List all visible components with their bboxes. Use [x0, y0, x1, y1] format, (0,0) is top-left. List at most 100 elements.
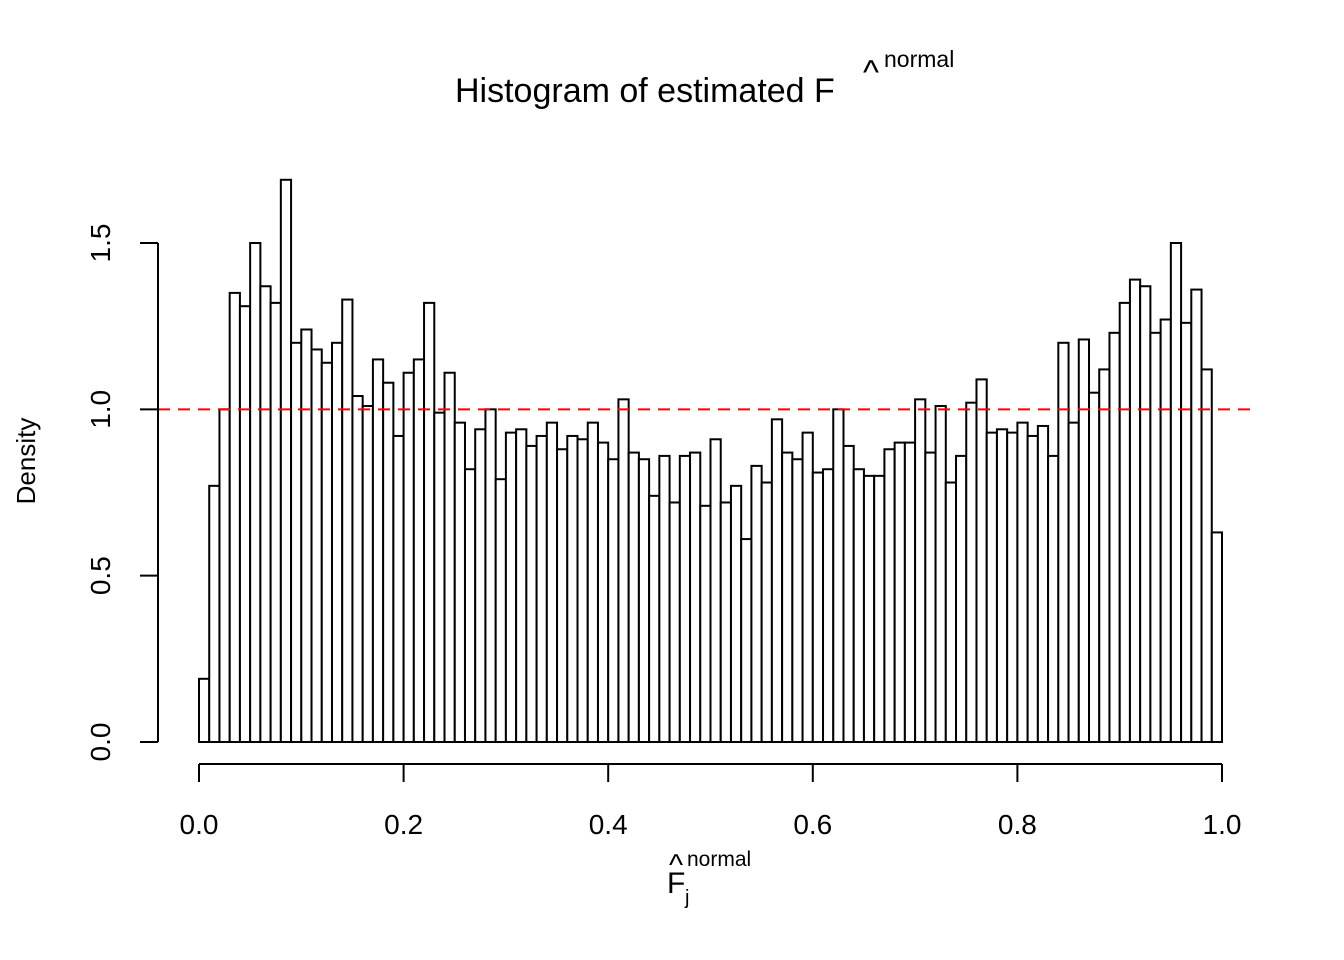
histogram-bar — [801, 431, 814, 743]
y-tick-label: 1.5 — [85, 224, 116, 263]
histogram-bar — [658, 454, 671, 743]
histogram-bar — [566, 434, 579, 743]
histogram-bar — [1098, 368, 1111, 743]
histogram-bar — [914, 398, 927, 743]
histogram-bar — [412, 358, 426, 743]
x-axis-label-hat: ^ — [669, 849, 683, 882]
histogram-bar — [198, 677, 211, 743]
x-tick-label: 0.8 — [998, 809, 1037, 840]
histogram-bar — [1190, 288, 1203, 743]
histogram-bar — [208, 484, 221, 743]
histogram-bar — [1149, 331, 1162, 743]
histogram-bar — [279, 178, 293, 743]
y-axis: 0.0 0.5 1.0 1.5 — [85, 224, 159, 762]
histogram-bar — [729, 484, 743, 743]
histogram-bar — [556, 448, 569, 743]
histogram-bar — [893, 441, 906, 743]
histogram-bar — [504, 431, 518, 743]
x-axis-label-subscript: j — [684, 887, 689, 909]
histogram-bar — [463, 468, 477, 743]
histogram-bar — [1057, 341, 1070, 743]
histogram-bar — [238, 305, 252, 743]
histogram-bar — [965, 401, 978, 743]
histogram-bar — [1128, 278, 1142, 743]
histogram-bar — [781, 451, 794, 743]
histogram-bar — [433, 411, 446, 743]
histogram-bar — [474, 428, 487, 743]
histogram-bar — [791, 458, 804, 743]
histogram-bar — [1118, 301, 1131, 743]
y-tick-label: 1.0 — [85, 390, 116, 429]
histogram-bar — [811, 471, 825, 743]
histogram-bar — [637, 458, 651, 743]
x-tick-label: 0.0 — [180, 809, 219, 840]
histogram-bar — [259, 285, 272, 743]
histogram-bar — [934, 405, 947, 743]
chart-title: Histogram of estimated F ^ normal — [455, 46, 954, 110]
histogram-bar — [607, 458, 620, 743]
histogram-bar — [1006, 431, 1019, 743]
histogram-bar — [596, 441, 610, 743]
histogram-bar — [382, 381, 395, 743]
chart-title-main: Histogram of estimated F — [455, 72, 835, 110]
x-tick-label: 0.2 — [384, 809, 423, 840]
histogram-bar — [822, 468, 835, 743]
histogram-bar — [515, 428, 528, 743]
histogram-bar — [709, 438, 722, 743]
histogram-bar — [586, 421, 599, 743]
histogram-bar — [883, 448, 896, 743]
histogram-bar — [1159, 318, 1172, 743]
histogram-bar — [1108, 331, 1121, 743]
histogram-bar — [290, 341, 303, 743]
histogram-bar — [371, 358, 385, 743]
histogram-bar — [453, 421, 466, 743]
histogram-bar — [842, 444, 855, 743]
histogram-bar — [617, 398, 630, 743]
histogram-bar — [218, 408, 231, 743]
histogram-bar — [228, 291, 241, 743]
histogram-bar — [392, 434, 405, 743]
histogram-bar — [1169, 242, 1183, 743]
histogram-bar — [924, 451, 937, 743]
histogram-bar — [832, 408, 845, 743]
x-axis-label-superscript: normal — [687, 848, 751, 871]
histogram-bar — [852, 468, 865, 743]
histogram-bar — [402, 371, 415, 743]
histogram-bar — [1200, 368, 1213, 743]
histogram-bar — [975, 378, 988, 743]
histogram-bar — [545, 421, 559, 743]
histogram-bar — [1180, 321, 1193, 743]
histogram-bar — [1088, 391, 1101, 743]
y-axis-label: Density — [11, 418, 41, 505]
histogram-bar — [443, 371, 456, 743]
histogram-bar — [770, 418, 784, 743]
histogram-bar — [1139, 285, 1152, 743]
histogram-bar — [484, 408, 497, 743]
histogram-bar — [351, 395, 364, 743]
histogram-bar — [361, 405, 374, 743]
histogram-bar — [862, 474, 876, 743]
histogram-bars — [198, 178, 1224, 744]
histogram-bar — [903, 441, 917, 743]
y-tick-label: 0.0 — [85, 723, 116, 762]
histogram-bar — [1026, 434, 1039, 743]
histogram-bar — [760, 481, 773, 743]
histogram-bar — [330, 341, 344, 743]
y-tick-label: 0.5 — [85, 556, 116, 595]
histogram-bar — [995, 428, 1009, 743]
histogram-bar — [668, 501, 681, 744]
histogram-bar — [955, 454, 968, 743]
x-axis: 0.0 0.2 0.4 0.6 0.8 1.0 — [180, 763, 1241, 840]
histogram-bar — [1047, 454, 1060, 743]
histogram-bar — [535, 434, 548, 743]
histogram-bar — [341, 298, 354, 743]
chart-title-hat: ^ — [863, 54, 879, 92]
histogram-bar — [1067, 421, 1080, 743]
histogram-bar — [1210, 531, 1224, 743]
histogram-bar — [525, 444, 538, 743]
histogram-bar — [740, 538, 753, 743]
histogram-bar — [627, 451, 640, 743]
chart-title-superscript: normal — [884, 46, 954, 72]
histogram-bar — [678, 454, 692, 743]
